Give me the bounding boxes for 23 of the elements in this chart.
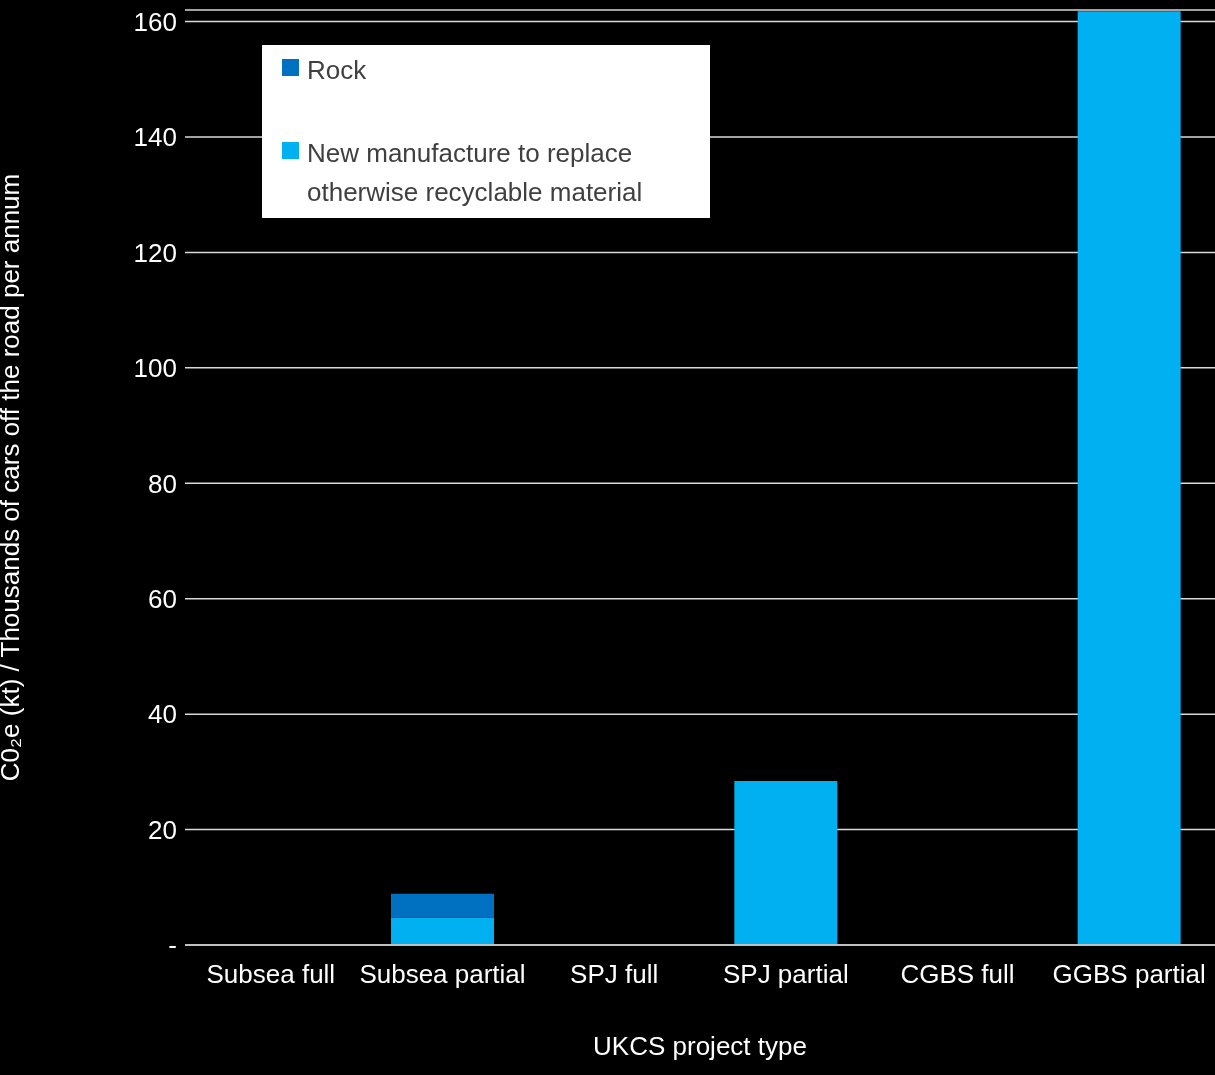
x-tick-label: SPJ partial (722, 959, 849, 990)
legend-label: New manufacture to replace otherwise recyclable material (307, 137, 644, 209)
bar (391, 917, 494, 945)
y-tick-label: 40 (148, 699, 177, 730)
y-tick-label: 60 (148, 583, 177, 614)
x-tick-label: Subsea full (206, 959, 336, 990)
x-axis-title: UKCS project type (593, 1031, 807, 1061)
legend-label: Rock (307, 54, 367, 87)
x-tick-label: Subsea partial (359, 959, 526, 990)
x-tick-label: CGBS full (900, 959, 1015, 990)
bar (734, 781, 838, 945)
x-tick-label: GGBS partial (1052, 959, 1206, 990)
bar (1077, 11, 1181, 945)
bar (391, 893, 494, 918)
y-tick-label: 140 (133, 122, 177, 153)
y-tick-label: - (168, 930, 177, 961)
y-tick-label: 120 (133, 237, 177, 268)
y-tick-label: 160 (133, 6, 177, 37)
y-axis-title: C0₂e (kt) / Thousands of cars off the road per annum (0, 173, 26, 782)
x-tick-label: SPJ full (570, 959, 659, 990)
y-tick-label: 100 (133, 353, 177, 384)
y-tick-label: 20 (148, 814, 177, 845)
y-tick-label: 80 (148, 468, 177, 499)
